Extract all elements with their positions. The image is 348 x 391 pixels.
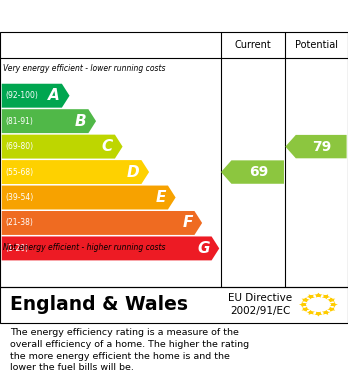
Text: C: C [102, 139, 113, 154]
Polygon shape [322, 310, 330, 315]
Text: (1-20): (1-20) [5, 244, 28, 253]
Text: (81-91): (81-91) [5, 117, 33, 126]
Polygon shape [314, 312, 323, 316]
Text: F: F [182, 215, 193, 230]
Text: G: G [197, 241, 210, 256]
Text: (92-100): (92-100) [5, 91, 38, 100]
Text: A: A [48, 88, 60, 103]
Text: (69-80): (69-80) [5, 142, 33, 151]
Text: The energy efficiency rating is a measure of the
overall efficiency of a home. T: The energy efficiency rating is a measur… [10, 328, 250, 373]
Polygon shape [2, 211, 202, 235]
Polygon shape [302, 298, 310, 302]
Text: Very energy efficient - lower running costs: Very energy efficient - lower running co… [3, 65, 166, 74]
Polygon shape [2, 84, 70, 108]
Text: Current: Current [235, 40, 271, 50]
Text: England & Wales: England & Wales [10, 295, 188, 314]
Polygon shape [2, 135, 122, 159]
Polygon shape [302, 307, 310, 312]
Polygon shape [307, 294, 315, 299]
Polygon shape [314, 293, 323, 298]
Text: EU Directive
2002/91/EC: EU Directive 2002/91/EC [228, 293, 292, 316]
Text: Not energy efficient - higher running costs: Not energy efficient - higher running co… [3, 243, 166, 252]
Polygon shape [285, 135, 347, 158]
Polygon shape [2, 160, 149, 184]
Polygon shape [307, 310, 315, 315]
Text: B: B [75, 114, 87, 129]
Polygon shape [2, 109, 96, 133]
Polygon shape [2, 186, 176, 210]
Text: Potential: Potential [295, 40, 338, 50]
Polygon shape [322, 294, 330, 299]
Polygon shape [299, 302, 307, 307]
Text: Energy Efficiency Rating: Energy Efficiency Rating [10, 9, 232, 23]
Text: (39-54): (39-54) [5, 193, 33, 202]
Text: (21-38): (21-38) [5, 219, 33, 228]
Text: E: E [156, 190, 166, 205]
Text: D: D [127, 165, 140, 179]
Polygon shape [327, 307, 335, 312]
Polygon shape [327, 298, 335, 302]
Polygon shape [330, 302, 338, 307]
Text: 79: 79 [312, 140, 332, 154]
Polygon shape [2, 237, 219, 260]
Text: (55-68): (55-68) [5, 168, 33, 177]
Text: 69: 69 [249, 165, 268, 179]
Polygon shape [221, 160, 284, 184]
